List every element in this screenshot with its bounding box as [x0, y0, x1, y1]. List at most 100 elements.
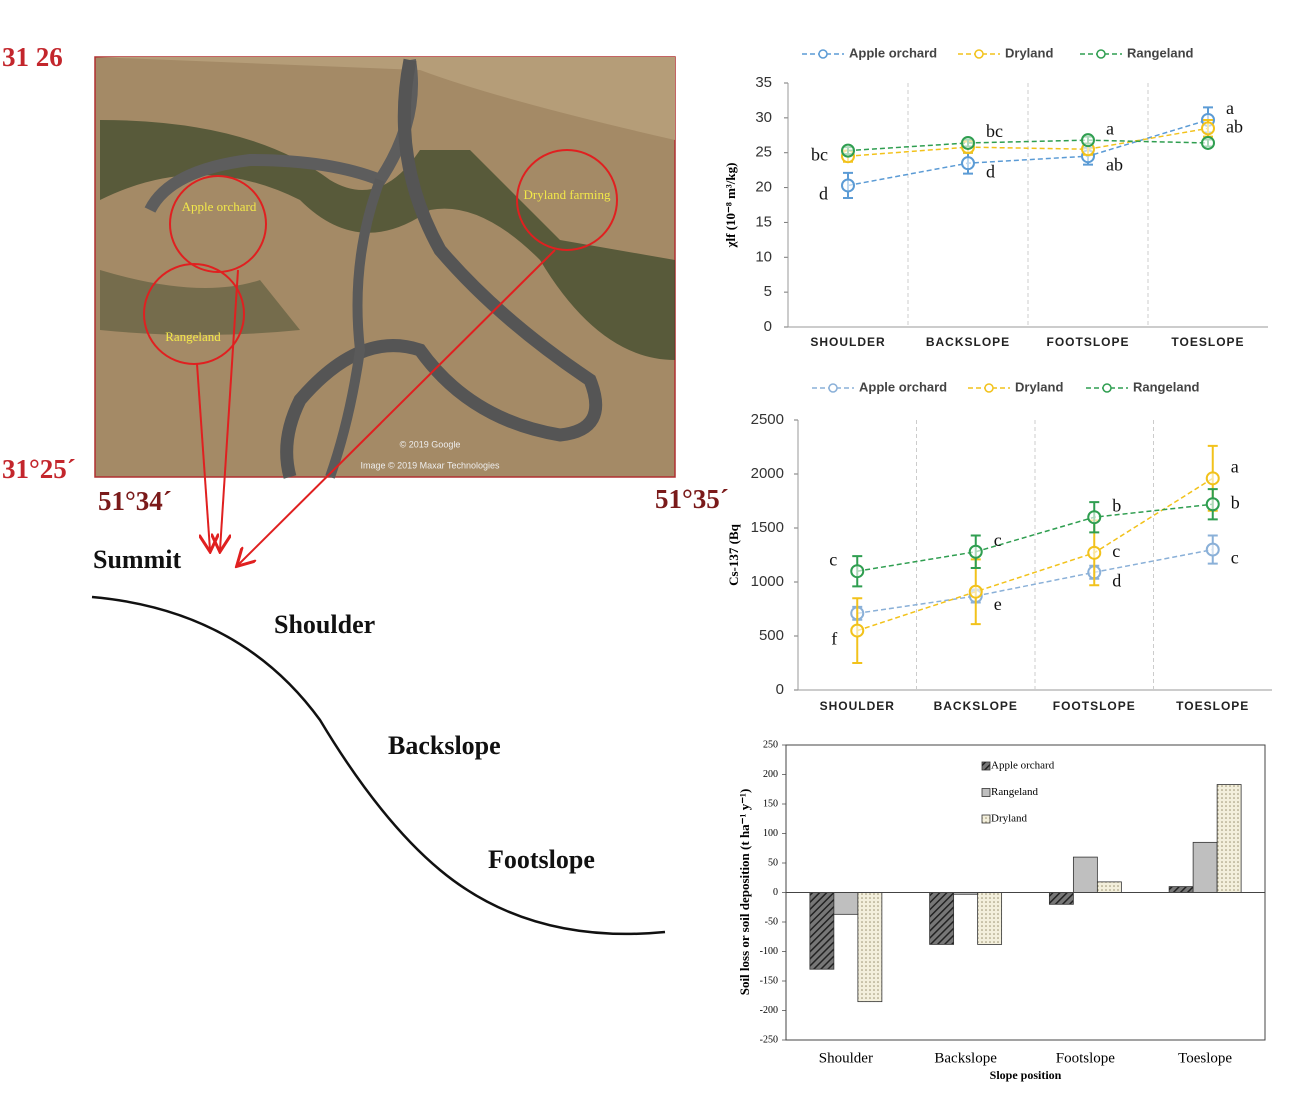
point	[961, 135, 975, 150]
bar	[1192, 841, 1218, 893]
point	[1201, 135, 1215, 150]
legend-label: Apple orchard	[859, 379, 947, 394]
y-tick-label: 2500	[751, 411, 784, 428]
point	[1087, 510, 1102, 525]
series-line	[857, 548, 1213, 615]
legend-swatch	[981, 788, 991, 797]
bar	[1168, 886, 1194, 893]
coordinate: 31 26	[2, 42, 63, 72]
legend-marker	[818, 49, 828, 59]
point-label: a	[1231, 456, 1239, 476]
legend-label: Rangeland	[1127, 45, 1194, 60]
point-label: e	[994, 594, 1002, 614]
y-tick-label: 150	[763, 798, 778, 809]
y-tick-label: 200	[763, 769, 778, 780]
legend-marker	[828, 383, 838, 393]
map-label: Rangeland	[165, 329, 221, 344]
legend-marker	[1102, 383, 1112, 393]
coordinate: 31°25´	[2, 454, 76, 484]
x-tick-label: TOESLOPE	[1176, 699, 1249, 713]
legend-marker	[1096, 49, 1106, 59]
point	[961, 156, 975, 171]
legend-label: Apple orchard	[991, 760, 1055, 772]
point	[1205, 542, 1220, 557]
bar	[1048, 892, 1074, 905]
y-tick-label: 2000	[751, 465, 784, 482]
map-credit: © 2019 Google	[400, 439, 461, 449]
legend-label: Dryland	[1015, 379, 1063, 394]
legend-label: Dryland	[991, 813, 1028, 825]
legend-marker	[974, 49, 984, 59]
y-tick-label: -250	[760, 1034, 778, 1045]
y-tick-label: -50	[765, 916, 778, 927]
y-tick-label: 5	[764, 283, 772, 300]
y-axis-label: Soil loss or soil deposition (t ha⁻¹ y⁻¹…	[737, 789, 752, 996]
legend-label: Dryland	[1005, 45, 1053, 60]
series-line	[847, 119, 1209, 187]
point-label: d	[1112, 570, 1121, 590]
y-tick-label: 1000	[751, 573, 784, 590]
point-label: f	[831, 629, 837, 649]
point-label: ab	[1226, 116, 1243, 136]
legend-label: Rangeland	[1133, 379, 1200, 394]
bar	[929, 892, 955, 945]
x-tick-label: FOOTSLOPE	[1053, 699, 1136, 713]
map-label: Dryland farming	[523, 187, 611, 202]
point-label: c	[829, 549, 837, 569]
y-tick-label: 250	[763, 739, 778, 750]
bar	[809, 892, 835, 970]
series-line	[847, 127, 1209, 157]
point	[1205, 471, 1220, 486]
point-label: b	[1231, 492, 1240, 512]
y-tick-label: 0	[764, 318, 772, 335]
legend-swatch	[981, 761, 991, 771]
legend-swatch	[981, 814, 991, 824]
bar	[1216, 784, 1242, 893]
bar	[857, 892, 883, 1003]
point-label: bc	[986, 121, 1003, 141]
y-tick-label: 0	[776, 681, 784, 698]
x-tick-label: Shoulder	[819, 1050, 873, 1066]
point	[1201, 121, 1215, 136]
slope-label: Backslope	[388, 731, 501, 760]
point-label: b	[1112, 495, 1121, 515]
map-credit: Image © 2019 Maxar Technologies	[360, 460, 500, 470]
x-tick-label: BACKSLOPE	[934, 699, 1018, 713]
slope-label: Shoulder	[274, 610, 375, 639]
x-axis-label: Slope position	[990, 1068, 1062, 1082]
bar	[1072, 856, 1098, 893]
x-tick-label: Footslope	[1056, 1050, 1116, 1066]
y-tick-label: 1500	[751, 519, 784, 536]
slope-profile	[91, 595, 666, 936]
y-tick-label: 25	[755, 144, 772, 161]
point-label: a	[1226, 98, 1234, 118]
x-tick-label: TOESLOPE	[1171, 335, 1244, 349]
y-axis-label: χlf (10⁻⁸ m³/kg)	[723, 163, 738, 249]
slope-label: Footslope	[488, 845, 595, 874]
satellite-map	[94, 56, 676, 565]
bar	[833, 892, 859, 915]
series-line	[847, 139, 1209, 152]
bar	[977, 892, 1003, 945]
legend-label: Apple orchard	[849, 45, 937, 60]
y-tick-label: -150	[760, 975, 778, 986]
legend-label: Rangeland	[991, 786, 1039, 798]
point	[968, 584, 983, 599]
bar	[1096, 881, 1122, 893]
point	[968, 544, 983, 559]
point	[1205, 497, 1220, 512]
point-label: d	[986, 161, 995, 181]
point-label: c	[1112, 541, 1120, 561]
x-tick-label: FOOTSLOPE	[1046, 335, 1129, 349]
y-tick-label: 10	[755, 248, 772, 265]
point	[841, 178, 855, 193]
series-line	[857, 503, 1213, 572]
y-tick-label: 20	[755, 179, 772, 196]
point-label: ab	[1106, 154, 1123, 174]
x-tick-label: Backslope	[934, 1050, 997, 1066]
x-tick-label: Toeslope	[1178, 1050, 1232, 1066]
point-label: bc	[811, 144, 828, 164]
y-tick-label: 500	[759, 627, 784, 644]
legend-marker	[984, 383, 994, 393]
y-axis-label: Cs-137 (Bq	[726, 523, 741, 586]
